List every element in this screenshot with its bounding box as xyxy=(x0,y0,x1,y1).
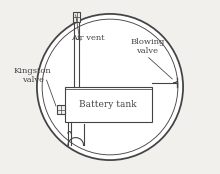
Bar xyxy=(57,105,65,114)
Text: Kingston
valve: Kingston valve xyxy=(14,67,51,84)
Bar xyxy=(65,87,152,122)
Text: Air vent: Air vent xyxy=(71,34,104,42)
Text: Battery tank: Battery tank xyxy=(79,100,137,109)
Bar xyxy=(73,12,80,22)
Text: Blowing
valve: Blowing valve xyxy=(130,38,165,55)
Circle shape xyxy=(37,14,183,160)
